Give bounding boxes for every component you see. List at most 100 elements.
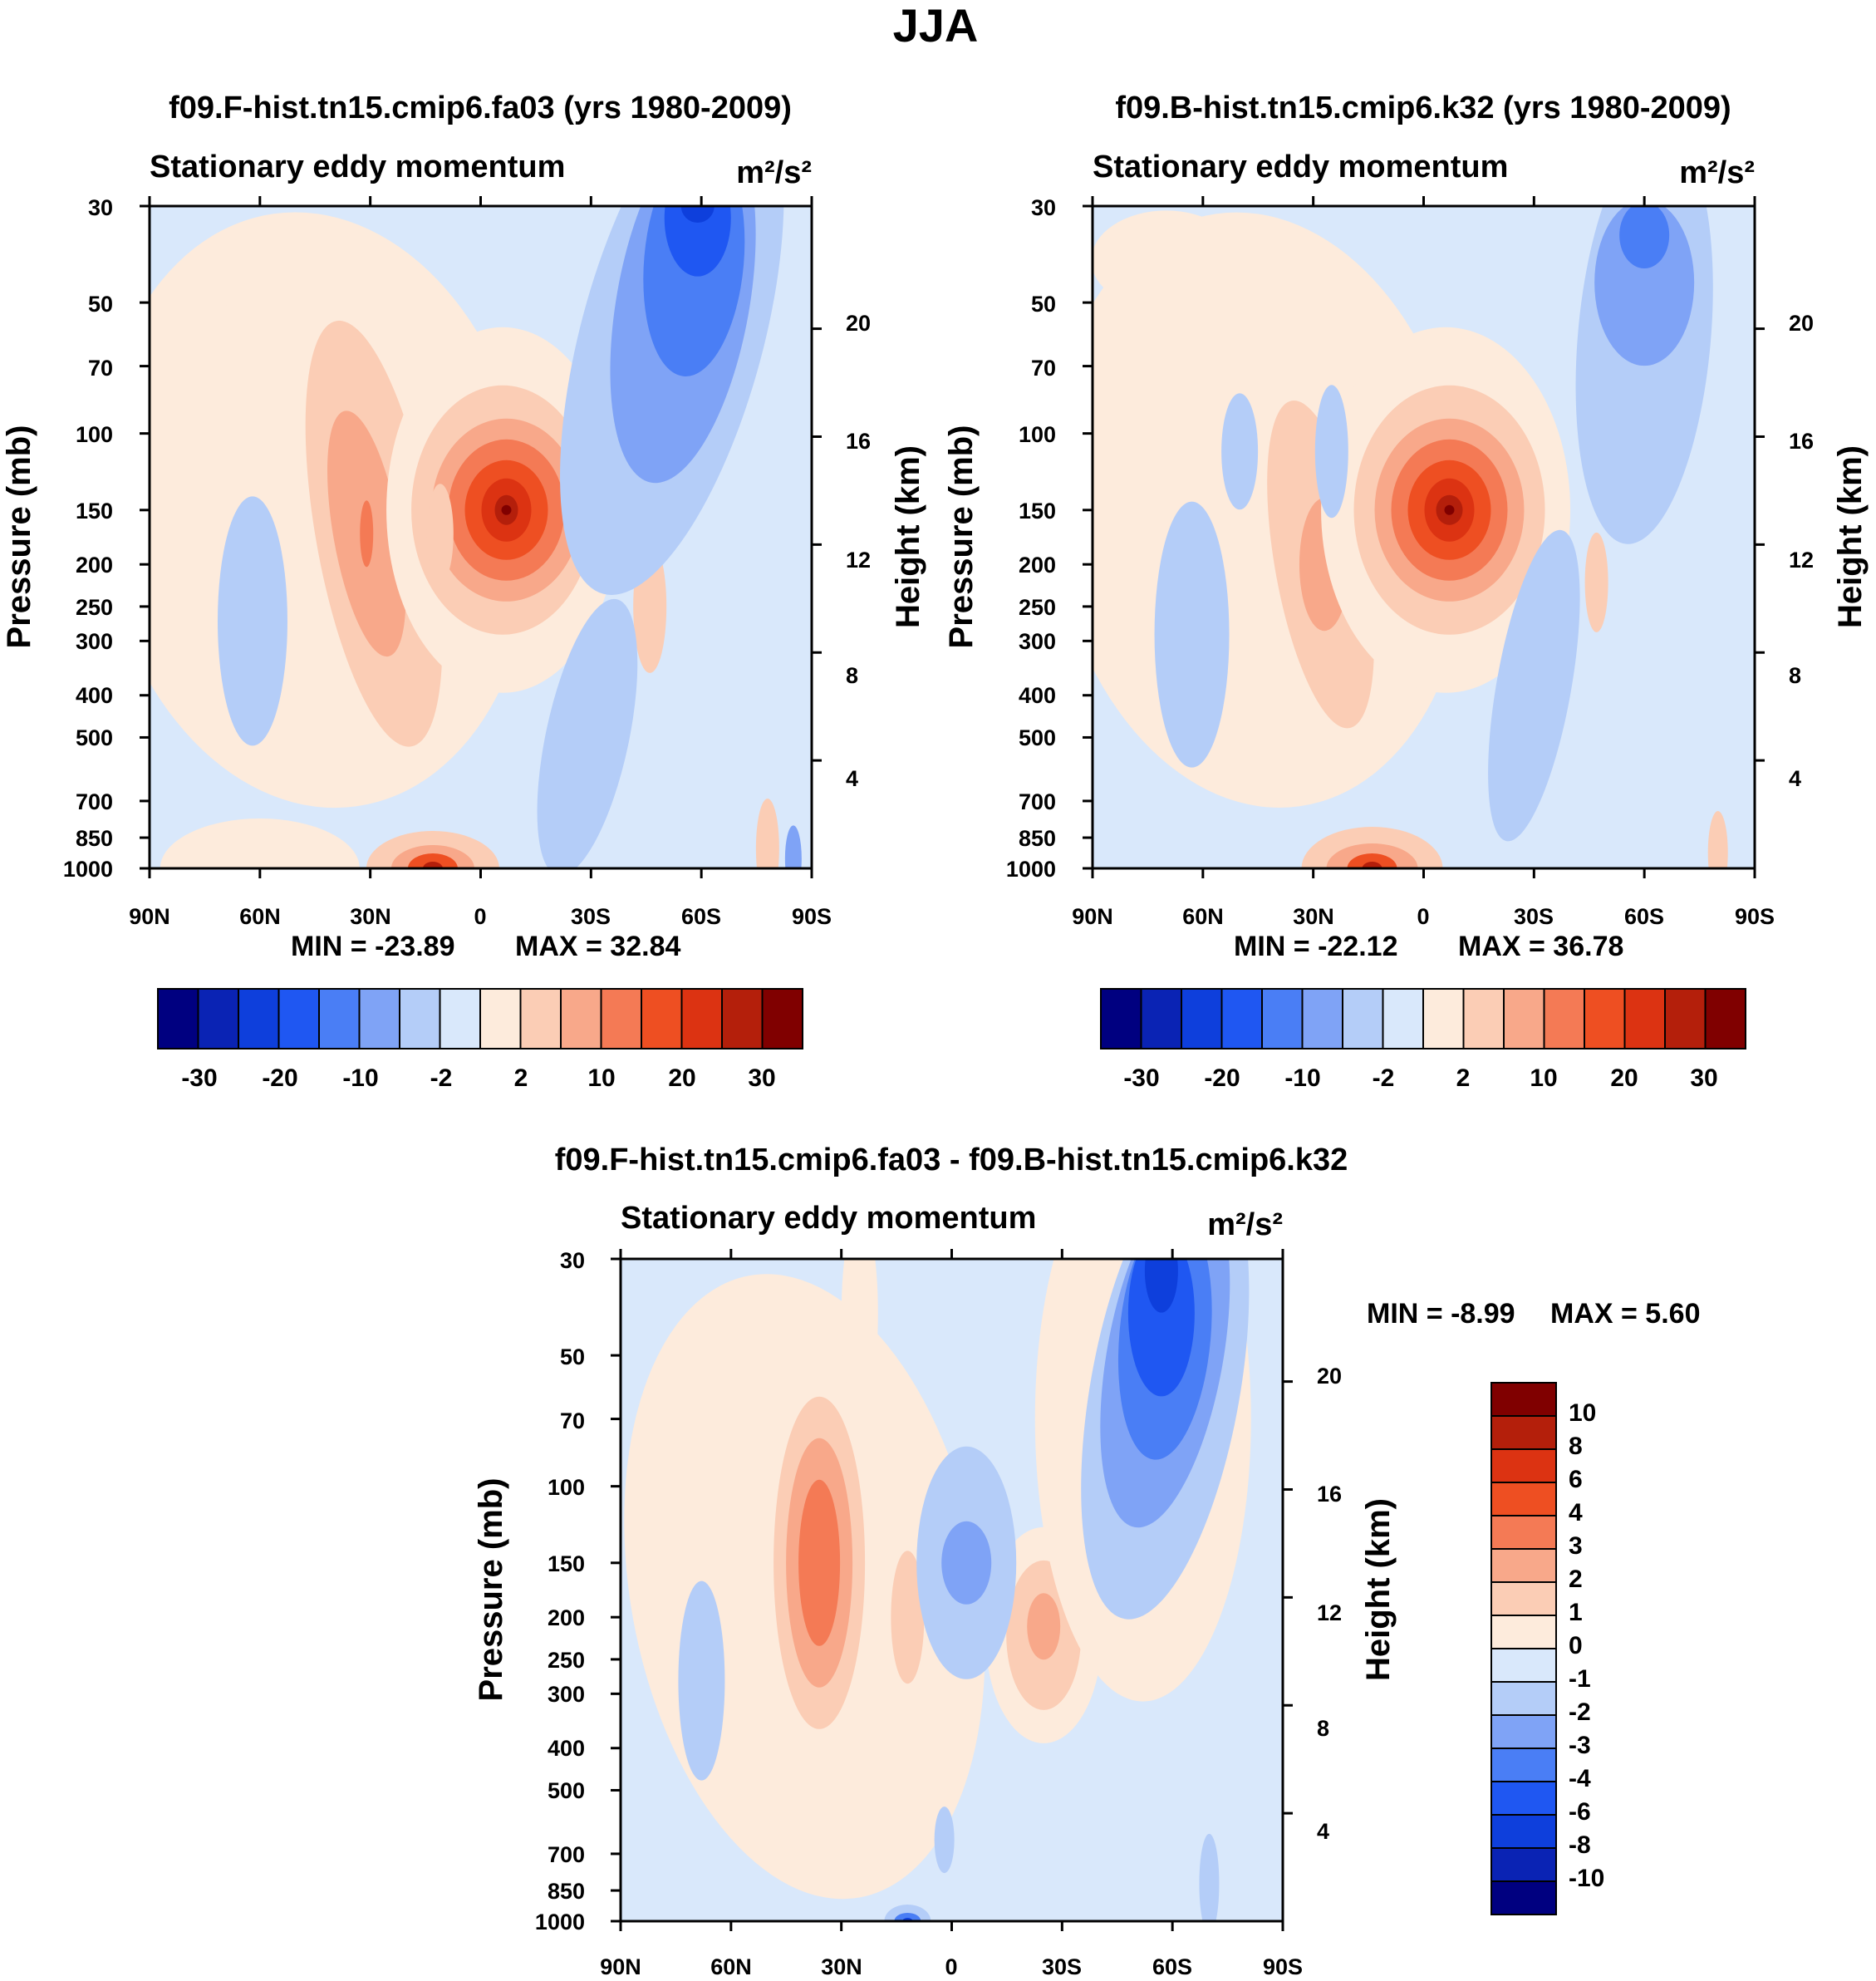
p-tick-label: 250 — [1019, 595, 1056, 620]
colorbar-swatch — [1301, 988, 1343, 1049]
colorbar-swatch — [1490, 1880, 1557, 1915]
height-tick-label: 12 — [1317, 1600, 1342, 1625]
p-tick-label: 250 — [76, 595, 113, 620]
colorbar-label: 2 — [514, 1064, 528, 1092]
colorbar-swatch — [1490, 1847, 1557, 1882]
panel-2: f09.B-hist.tn15.cmip6.k32 (yrs 1980-2009… — [943, 91, 1869, 1092]
colorbar-swatch — [1490, 1615, 1557, 1649]
contour-region — [1221, 393, 1259, 510]
panel-2-title: f09.B-hist.tn15.cmip6.k32 (yrs 1980-2009… — [1115, 91, 1731, 125]
colorbar-label: -3 — [1569, 1732, 1591, 1759]
p-tick-label: 500 — [76, 725, 113, 750]
panel-2-ylabel-right: Height (km) — [1832, 445, 1869, 628]
panel-2-ylabel-left: Pressure (mb) — [943, 425, 980, 649]
colorbar-swatch — [1664, 988, 1707, 1049]
p-tick-label: 400 — [76, 683, 113, 708]
x-tick-label: 30S — [571, 904, 611, 929]
height-tick-label: 12 — [1789, 548, 1814, 573]
x-tick-label: 0 — [1417, 904, 1429, 929]
contour-region — [755, 799, 779, 868]
colorbar-swatch — [1584, 988, 1626, 1049]
figure-title: JJA — [893, 0, 979, 52]
p-tick-label: 70 — [560, 1408, 585, 1433]
contour-region — [226, 228, 293, 378]
colorbar-label: 2 — [1456, 1064, 1471, 1092]
p-tick-label: 30 — [88, 195, 113, 220]
panel-1-contours — [150, 206, 802, 868]
p-tick-label: 50 — [88, 292, 113, 317]
contour-region — [1594, 206, 1695, 366]
colorbar-label: 20 — [1610, 1064, 1638, 1092]
panel-diff-max-label: MAX = 5.60 — [1550, 1298, 1700, 1330]
contour-region — [1144, 1259, 1178, 1313]
contour-region — [1314, 385, 1348, 519]
height-tick-label: 20 — [1317, 1364, 1342, 1389]
colorbar-swatch — [1704, 988, 1746, 1049]
p-tick-label: 100 — [1019, 422, 1056, 447]
contour-region — [664, 206, 731, 277]
panel-diff-colorbar-labels: 10 8 6 4 3 2 1 0 -1 -2 -3 -4 -6 -8 -10 — [1569, 1399, 1604, 1892]
colorbar-swatch — [1623, 988, 1666, 1049]
colorbar-label: -10 — [1569, 1865, 1604, 1892]
colorbar-swatch — [1490, 1681, 1557, 1716]
p-tick-label: 300 — [76, 629, 113, 654]
panel-2-max-label: MAX = 36.78 — [1458, 931, 1623, 962]
colorbar-swatch — [358, 988, 400, 1049]
p-tick-label: 200 — [548, 1605, 585, 1630]
colorbar-label: -10 — [342, 1064, 378, 1092]
panel-1-plot-area — [150, 206, 812, 868]
panel-diff-plot-area — [621, 1259, 1283, 1921]
p-tick-label: 30 — [560, 1248, 585, 1273]
colorbar-label: -2 — [430, 1064, 453, 1092]
colorbar-swatch — [1462, 988, 1505, 1049]
panel-diff-ylabel-left: Pressure (mb) — [473, 1478, 509, 1702]
height-tick-label: 16 — [1317, 1482, 1342, 1507]
colorbar-label: -10 — [1284, 1064, 1320, 1092]
p-tick-label: 50 — [1031, 292, 1056, 317]
x-tick-label: 60N — [239, 904, 281, 929]
x-tick-label: 90S — [1735, 904, 1775, 929]
colorbar-label: 30 — [1690, 1064, 1717, 1092]
colorbar-label: 20 — [668, 1064, 695, 1092]
colorbar-swatch — [1140, 988, 1182, 1049]
panel-1-max-label: MAX = 32.84 — [515, 931, 680, 962]
contour-region — [217, 496, 287, 746]
x-tick-label: 90N — [600, 1954, 641, 1979]
p-tick-label: 1000 — [63, 857, 113, 882]
colorbar-label: 6 — [1569, 1466, 1583, 1493]
contour-region — [1199, 1833, 1220, 1921]
contour-region — [422, 862, 443, 868]
contour-region — [1707, 811, 1728, 868]
panel-1-title: f09.F-hist.tn15.cmip6.fa03 (yrs 1980-200… — [169, 91, 792, 125]
height-tick-label: 4 — [1317, 1819, 1329, 1844]
p-tick-label: 300 — [548, 1682, 585, 1707]
height-tick-label: 20 — [846, 311, 871, 336]
contour-region — [798, 1479, 841, 1646]
colorbar-swatch — [238, 988, 280, 1049]
contour-region — [1027, 1593, 1061, 1660]
x-tick-label: 90N — [129, 904, 170, 929]
colorbar-swatch — [1543, 988, 1585, 1049]
panel-2-x-ticks: 90N 60N 30N 0 30S 60S 90S — [1072, 904, 1775, 929]
colorbar-swatch — [1181, 988, 1223, 1049]
colorbar-label: -20 — [1204, 1064, 1240, 1092]
p-tick-label: 500 — [548, 1778, 585, 1803]
contour-region — [934, 1806, 955, 1874]
panel-1-colorbar — [157, 988, 803, 1049]
colorbar-swatch — [1422, 988, 1465, 1049]
colorbar-swatch — [1490, 1515, 1557, 1550]
panel-2-units: m²/s² — [1679, 155, 1755, 190]
x-tick-label: 60S — [1152, 1954, 1192, 1979]
contour-region — [841, 1259, 878, 1413]
contour-region — [1619, 206, 1670, 269]
p-tick-label: 250 — [548, 1648, 585, 1673]
contour-region — [680, 206, 715, 223]
colorbar-label: 4 — [1569, 1499, 1583, 1526]
height-tick-label: 8 — [846, 663, 858, 688]
height-tick-label: 12 — [846, 548, 871, 573]
panel-diff-p-ticks: 30 50 70 100 150 200 250 300 400 500 700… — [535, 1248, 585, 1934]
p-tick-label: 700 — [548, 1842, 585, 1867]
colorbar-label: -8 — [1569, 1831, 1591, 1859]
p-tick-label: 850 — [1019, 826, 1056, 851]
